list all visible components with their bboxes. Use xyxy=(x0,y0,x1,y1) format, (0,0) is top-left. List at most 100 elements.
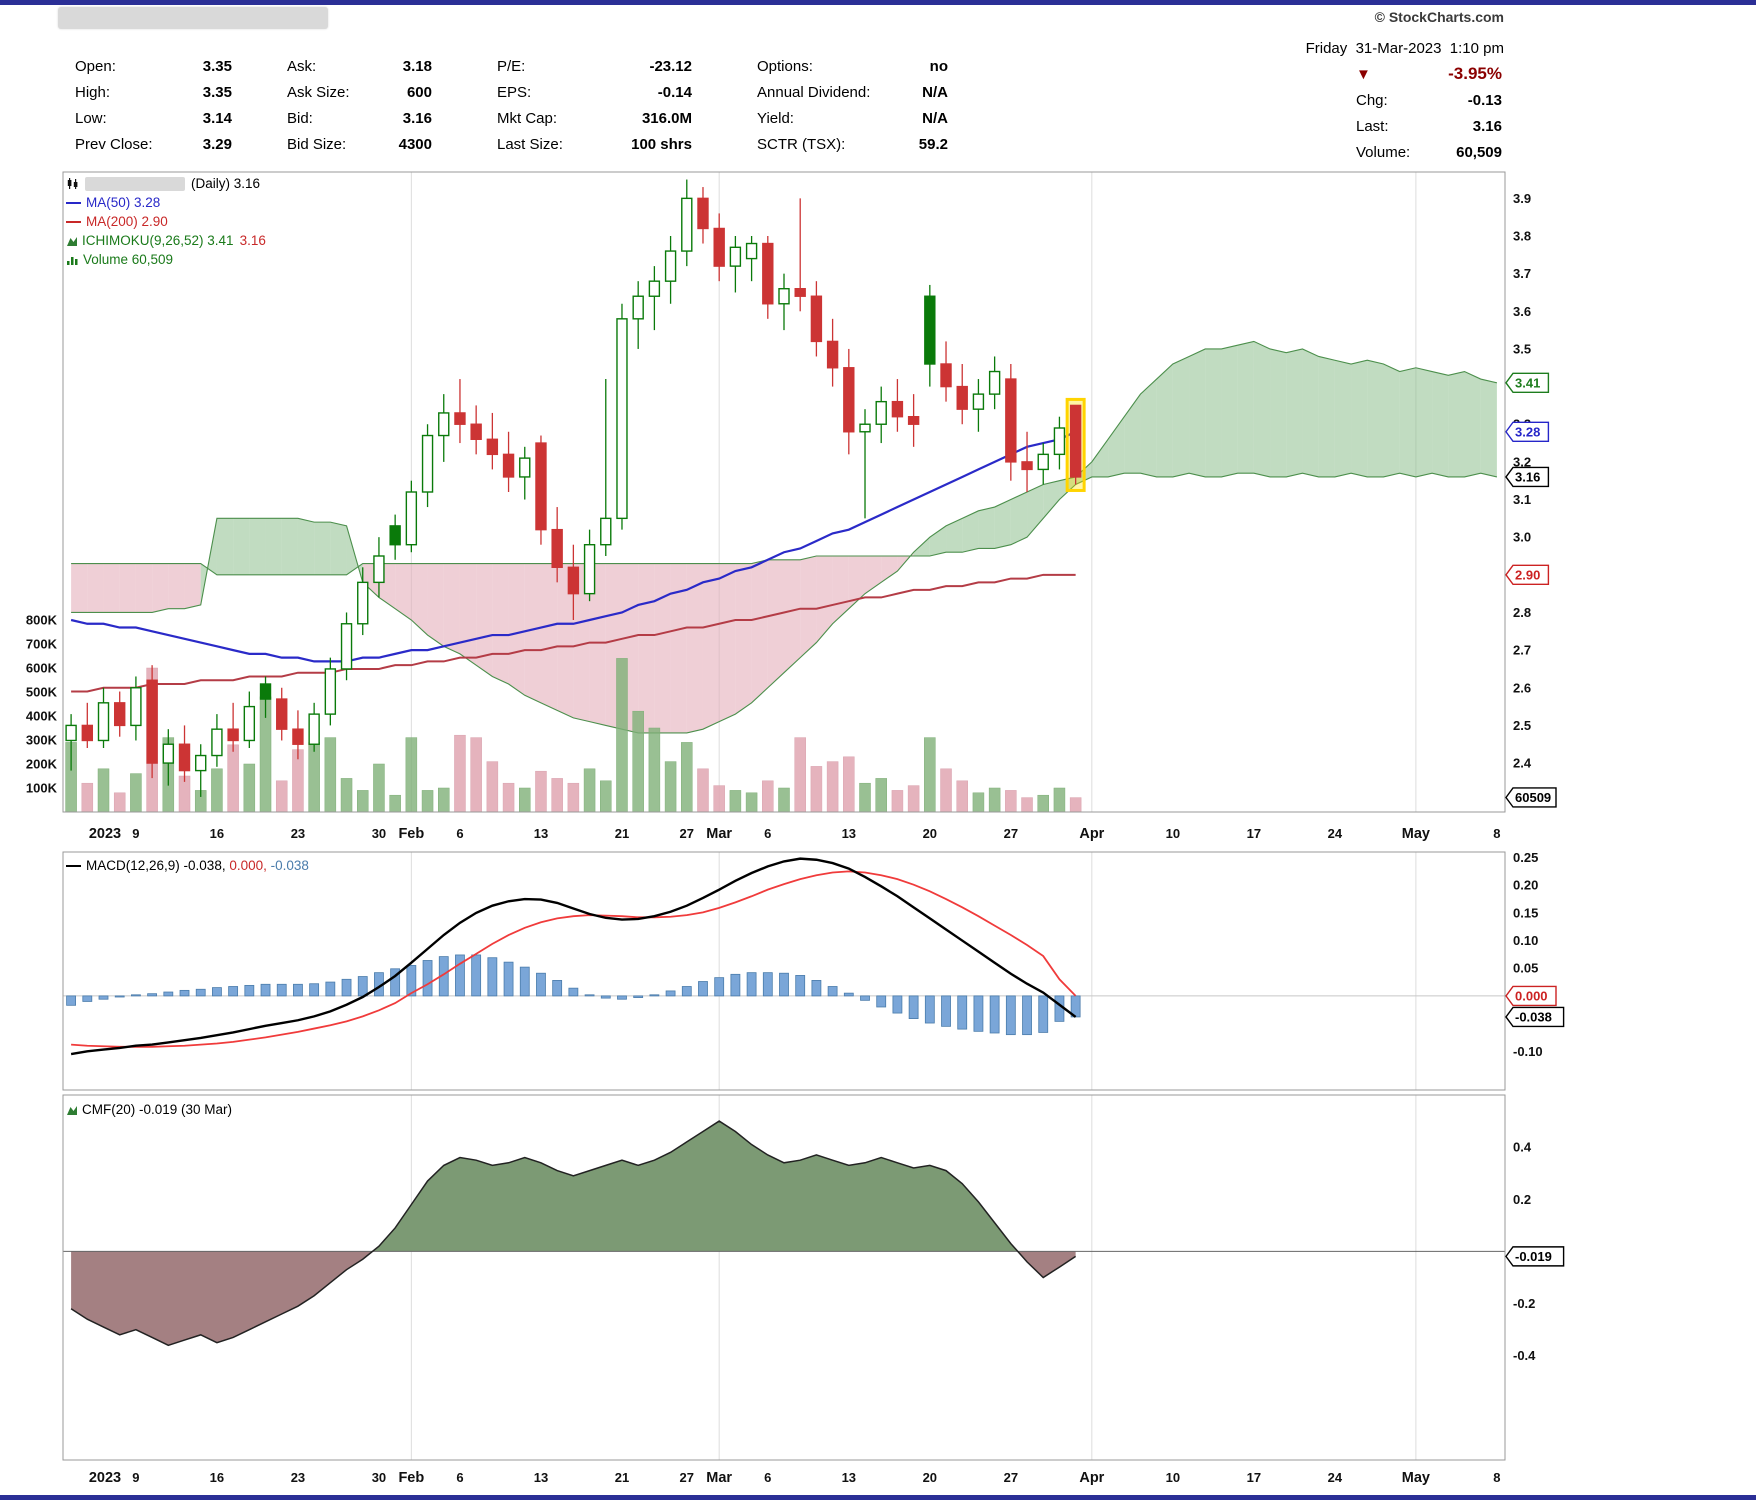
macd-line-icon xyxy=(66,864,81,867)
ma50-legend-row: MA(50) 3.28 xyxy=(66,193,266,212)
svg-text:13: 13 xyxy=(534,1470,548,1485)
svg-text:23: 23 xyxy=(291,1470,305,1485)
volume-legend-row: Volume 60,509 xyxy=(66,250,266,269)
svg-text:0.05: 0.05 xyxy=(1513,961,1538,976)
svg-text:-0.10: -0.10 xyxy=(1513,1044,1543,1059)
ichimoku-legend-spanb: 3.16 xyxy=(239,233,266,248)
quote-field: Open: 3.35 xyxy=(75,58,232,75)
svg-text:0.2: 0.2 xyxy=(1513,1192,1531,1207)
svg-text:27: 27 xyxy=(1004,826,1018,841)
svg-text:3.16: 3.16 xyxy=(1515,469,1540,484)
svg-text:100K: 100K xyxy=(26,781,58,796)
svg-text:300K: 300K xyxy=(26,733,58,748)
svg-text:2023: 2023 xyxy=(89,1470,121,1486)
quote-column-4: Options: no Annual Dividend: N/A Yield: N/A SC… xyxy=(757,58,948,162)
macd-line xyxy=(70,857,1077,1056)
svg-text:16: 16 xyxy=(210,826,224,841)
panel-borders xyxy=(62,171,1506,1461)
macd-legend-row: MACD(12,26,9) -0.038, 0.000, -0.038 xyxy=(66,856,309,875)
svg-text:3.8: 3.8 xyxy=(1513,229,1531,244)
cmf-legend: CMF(20) -0.019 (30 Mar) xyxy=(66,1100,232,1119)
svg-text:May: May xyxy=(1402,1470,1430,1486)
svg-text:21: 21 xyxy=(615,826,629,841)
quote-column-3: P/E: -23.12 EPS: -0.14 Mkt Cap: 316.0M Last Si… xyxy=(497,58,692,162)
candlestick-series xyxy=(65,179,1082,797)
svg-text:20: 20 xyxy=(923,1470,937,1485)
svg-text:2.5: 2.5 xyxy=(1513,718,1531,733)
cmf-line xyxy=(70,1120,1077,1347)
change-field: Chg: -0.13 xyxy=(1356,92,1502,109)
quote-field: High: 3.35 xyxy=(75,84,232,101)
price-legend: (Daily) 3.16 MA(50) 3.28 MA(200) 2.90 IC… xyxy=(66,174,266,269)
svg-text:2.90: 2.90 xyxy=(1515,567,1540,582)
svg-text:23: 23 xyxy=(291,826,305,841)
ma200-line xyxy=(71,573,1076,693)
macd-panel xyxy=(63,857,1505,1056)
quote-field: Ask Size: 600 xyxy=(287,84,432,101)
svg-text:0.4: 0.4 xyxy=(1513,1140,1532,1155)
ma200-line-icon xyxy=(66,220,81,223)
quote-field: P/E: -23.12 xyxy=(497,58,692,75)
svg-text:-0.019: -0.019 xyxy=(1515,1249,1552,1264)
svg-text:60509: 60509 xyxy=(1515,790,1551,805)
svg-text:Mar: Mar xyxy=(706,826,732,842)
ichimoku-cloud xyxy=(71,340,1498,734)
svg-text:3.9: 3.9 xyxy=(1513,191,1531,206)
svg-text:24: 24 xyxy=(1328,826,1343,841)
top-border xyxy=(0,0,1756,5)
quote-field: Prev Close: 3.29 xyxy=(75,136,232,153)
quote-column-2: Ask: 3.18 Ask Size: 600 Bid: 3.16 Bid Size: 430… xyxy=(287,58,432,162)
svg-text:17: 17 xyxy=(1247,826,1261,841)
sharpchart-icon xyxy=(67,178,78,189)
ma200-legend-row: MA(200) 2.90 xyxy=(66,212,266,231)
axis-callouts: 3.41 3.28 3.16 2.90 60509 0.000 -0.038 -0.019 xyxy=(1505,372,1565,1267)
quote-datetime: Friday 31-Mar-2023 1:10 pm xyxy=(1305,40,1504,57)
svg-text:30: 30 xyxy=(372,1470,386,1485)
change-percent-row: ▼ -3.95% xyxy=(1356,64,1502,84)
quote-field: EPS: -0.14 xyxy=(497,84,692,101)
quote-field: Options: no xyxy=(757,58,948,75)
svg-text:Apr: Apr xyxy=(1079,826,1104,842)
svg-text:-0.4: -0.4 xyxy=(1513,1348,1536,1363)
svg-text:6: 6 xyxy=(456,1470,463,1485)
macd-signal-line xyxy=(71,870,1077,1048)
change-detail-rows: Chg: -0.13 Last: 3.16 Volume: 60,509 xyxy=(1356,92,1502,170)
quote-field: Ask: 3.18 xyxy=(287,58,432,75)
svg-text:3.7: 3.7 xyxy=(1513,266,1531,281)
svg-text:2.8: 2.8 xyxy=(1513,605,1531,620)
svg-text:-0.038: -0.038 xyxy=(1515,1009,1552,1024)
ichimoku-legend: ICHIMOKU(9,26,52) 3.41 xyxy=(82,233,234,248)
svg-text:800K: 800K xyxy=(26,613,58,628)
svg-text:0.20: 0.20 xyxy=(1513,878,1538,893)
svg-text:2.7: 2.7 xyxy=(1513,643,1531,658)
svg-text:8: 8 xyxy=(1493,826,1500,841)
svg-text:2.6: 2.6 xyxy=(1513,680,1531,695)
bottom-border xyxy=(0,1495,1756,1500)
redacted-symbol-legend xyxy=(85,176,185,191)
svg-text:30: 30 xyxy=(372,826,386,841)
svg-text:6: 6 xyxy=(764,1470,771,1485)
ma200-legend: MA(200) 2.90 xyxy=(86,214,168,229)
axis-labels: 3.93.83.73.63.53.33.23.13.02.82.72.62.52… xyxy=(26,191,1543,1486)
svg-text:9: 9 xyxy=(132,826,139,841)
svg-text:16: 16 xyxy=(210,1470,224,1485)
svg-text:400K: 400K xyxy=(26,709,58,724)
svg-text:0.10: 0.10 xyxy=(1513,933,1538,948)
svg-text:13: 13 xyxy=(842,1470,856,1485)
quote-field: Bid Size: 4300 xyxy=(287,136,432,153)
volume-bars-icon xyxy=(67,256,78,265)
volume-legend: Volume 60,509 xyxy=(83,252,174,267)
ma50-line xyxy=(70,430,1077,663)
svg-text:3.2: 3.2 xyxy=(1513,454,1531,469)
volume-series xyxy=(65,658,1082,813)
daily-label: (Daily) 3.16 xyxy=(191,176,261,191)
quote-field: Bid: 3.16 xyxy=(287,110,432,127)
svg-text:6: 6 xyxy=(456,826,463,841)
svg-text:2023: 2023 xyxy=(89,826,121,842)
svg-text:17: 17 xyxy=(1247,1470,1261,1485)
ichimoku-legend-row: ICHIMOKU(9,26,52) 3.41 3.16 xyxy=(66,231,266,250)
svg-text:Feb: Feb xyxy=(398,826,424,842)
svg-text:20: 20 xyxy=(923,826,937,841)
ma50-legend: MA(50) 3.28 xyxy=(86,195,161,210)
